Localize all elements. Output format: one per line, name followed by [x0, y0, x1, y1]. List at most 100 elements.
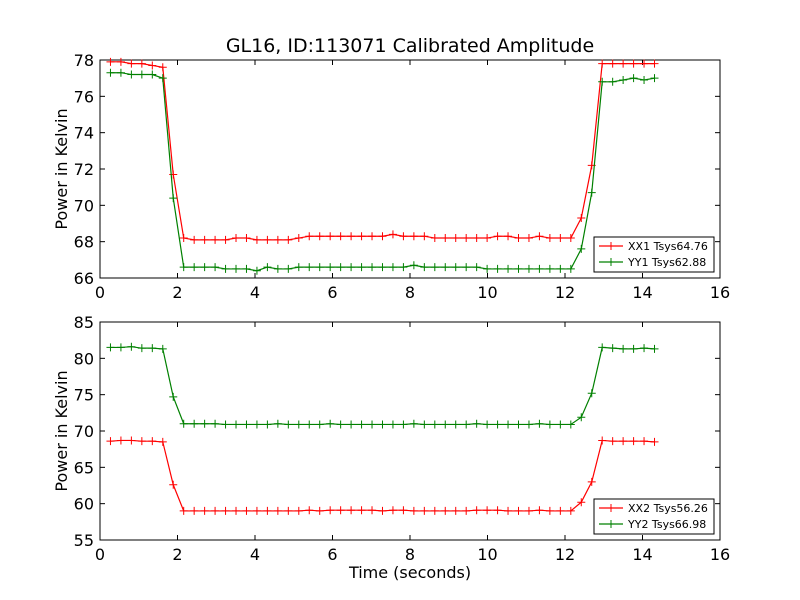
- data-point-marker: [388, 420, 397, 429]
- data-point-marker: [347, 232, 356, 241]
- data-point-marker: [232, 234, 241, 243]
- legend-entry-label: YY2 Tsys66.98: [627, 518, 706, 531]
- data-point-marker: [629, 437, 638, 446]
- data-point-marker: [399, 263, 408, 272]
- x-tick-label: 2: [172, 545, 182, 564]
- data-point-marker: [137, 344, 146, 353]
- data-point-marker: [315, 420, 324, 429]
- legend-entry-label: XX2 Tsys56.26: [628, 502, 708, 515]
- data-point-marker: [420, 420, 429, 429]
- data-point-marker: [409, 261, 418, 270]
- data-point-marker: [462, 506, 471, 515]
- data-point-marker: [650, 74, 659, 83]
- data-point-marker: [284, 506, 293, 515]
- x-tick-label: 10: [477, 545, 497, 564]
- x-tick-label: 4: [250, 283, 260, 302]
- data-point-marker: [629, 344, 638, 353]
- x-tick-label: 10: [477, 283, 497, 302]
- data-point-marker: [388, 506, 397, 515]
- data-point-marker: [305, 232, 314, 241]
- x-tick-label: 12: [555, 283, 575, 302]
- data-point-marker: [483, 420, 492, 429]
- data-point-marker: [326, 419, 335, 428]
- bottom-y-axis-label: Power in Kelvin: [52, 370, 71, 491]
- data-point-marker: [535, 264, 544, 273]
- data-point-marker: [169, 170, 178, 179]
- data-point-marker: [545, 420, 554, 429]
- data-point-marker: [577, 413, 586, 422]
- data-point-marker: [190, 506, 199, 515]
- data-point-marker: [608, 59, 617, 68]
- data-point-marker: [441, 234, 450, 243]
- x-tick-label: 2: [172, 283, 182, 302]
- data-point-marker: [179, 234, 188, 243]
- data-point-marker: [378, 263, 387, 272]
- legend-box: [593, 236, 715, 273]
- data-point-marker: [315, 263, 324, 272]
- data-point-marker: [232, 420, 241, 429]
- x-tick-label: 12: [555, 545, 575, 564]
- x-tick-label: 14: [632, 545, 652, 564]
- data-point-marker: [462, 234, 471, 243]
- data-point-marker: [200, 419, 209, 428]
- data-point-marker: [179, 263, 188, 272]
- data-point-marker: [357, 263, 366, 272]
- data-point-marker: [629, 59, 638, 68]
- data-point-marker: [399, 420, 408, 429]
- data-point-marker: [336, 420, 345, 429]
- data-point-marker: [566, 234, 575, 243]
- series-2: [106, 68, 659, 275]
- data-point-marker: [650, 59, 659, 68]
- data-point-marker: [200, 235, 209, 244]
- data-point-marker: [116, 57, 125, 66]
- data-point-marker: [336, 263, 345, 272]
- data-point-marker: [441, 506, 450, 515]
- data-point-marker: [619, 344, 628, 353]
- data-point-marker: [315, 232, 324, 241]
- data-point-marker: [127, 70, 136, 79]
- data-point-marker: [347, 420, 356, 429]
- data-point-marker: [200, 506, 209, 515]
- x-tick-label: 0: [95, 545, 105, 564]
- data-point-marker: [388, 263, 397, 272]
- data-point-marker: [211, 419, 220, 428]
- data-point-marker: [556, 420, 565, 429]
- data-point-marker: [127, 59, 136, 68]
- data-point-marker: [430, 420, 439, 429]
- data-point-marker: [483, 234, 492, 243]
- top-subplot: GL16, ID:113071 Calibrated Amplitude Pow…: [52, 35, 730, 302]
- legend-box: [593, 498, 715, 535]
- data-point-marker: [608, 344, 617, 353]
- y-tick-label: 76: [74, 87, 94, 106]
- data-point-marker: [158, 344, 167, 353]
- chart-title: GL16, ID:113071 Calibrated Amplitude: [226, 35, 594, 57]
- data-point-marker: [451, 506, 460, 515]
- data-point-marker: [221, 264, 230, 273]
- data-point-marker: [441, 420, 450, 429]
- data-point-marker: [451, 420, 460, 429]
- data-point-marker: [409, 232, 418, 241]
- data-point-marker: [158, 437, 167, 446]
- data-point-marker: [493, 264, 502, 273]
- data-point-marker: [336, 506, 345, 515]
- y-tick-label: 66: [74, 269, 94, 288]
- data-point-marker: [357, 420, 366, 429]
- data-point-marker: [294, 263, 303, 272]
- data-point-marker: [273, 506, 282, 515]
- data-point-marker: [556, 234, 565, 243]
- data-point-marker: [252, 506, 261, 515]
- data-point-marker: [284, 264, 293, 273]
- y-tick-label: 72: [74, 160, 94, 179]
- data-point-marker: [420, 263, 429, 272]
- data-point-marker: [598, 343, 607, 352]
- data-point-marker: [326, 263, 335, 272]
- data-point-marker: [545, 234, 554, 243]
- x-tick-label: 8: [405, 545, 415, 564]
- data-point-marker: [504, 506, 513, 515]
- data-point-marker: [378, 506, 387, 515]
- y-tick-label: 60: [74, 495, 94, 514]
- data-point-marker: [294, 506, 303, 515]
- data-point-marker: [252, 235, 261, 244]
- data-point-marker: [535, 419, 544, 428]
